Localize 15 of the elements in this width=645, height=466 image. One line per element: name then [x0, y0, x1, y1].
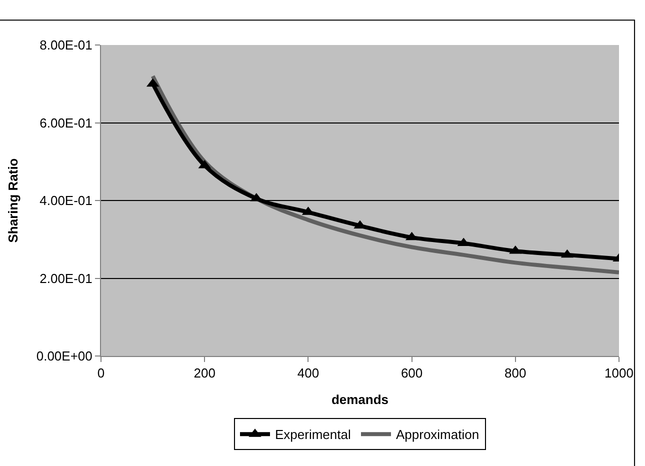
x-tick-label: 600 — [400, 366, 423, 381]
y-tick-label: 6.00E-01 — [40, 115, 92, 130]
y-axis-title: Sharing Ratio — [5, 158, 20, 243]
y-tick-label: 0.00E+00 — [36, 348, 92, 364]
y-tick-label: 2.00E-01 — [40, 270, 92, 286]
x-tick-label: 800 — [504, 366, 526, 381]
legend-label: Experimental — [275, 427, 351, 442]
x-tick-label: 1000 — [604, 366, 634, 381]
x-tick-label: 0 — [97, 366, 105, 381]
y-tick-label: 8.00E-01 — [40, 38, 92, 53]
x-tick-label: 200 — [194, 366, 216, 381]
x-axis-title: demands — [331, 392, 389, 408]
legend-label: Approximation — [396, 427, 480, 442]
x-tick-label: 400 — [297, 366, 320, 381]
y-tick-label: 4.00E-01 — [40, 193, 92, 208]
